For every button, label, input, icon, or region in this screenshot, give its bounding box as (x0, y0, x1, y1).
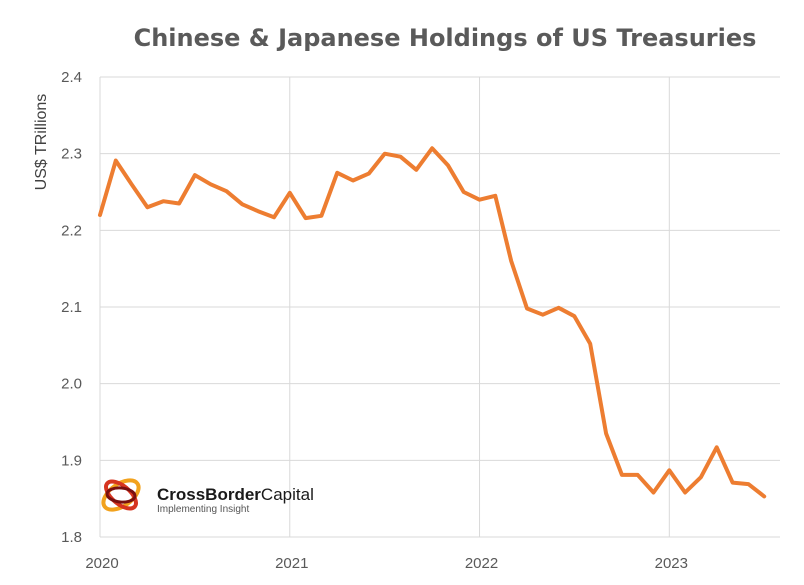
data-point (99, 214, 101, 216)
y-tick-label: 2.3 (61, 146, 82, 163)
data-point (241, 203, 243, 205)
data-point (510, 260, 512, 262)
x-tick-label: 2023 (655, 555, 688, 572)
data-point (763, 495, 765, 497)
data-point (447, 164, 449, 166)
data-point (194, 174, 196, 176)
data-point (463, 191, 465, 193)
data-point (621, 474, 623, 476)
gridlines (99, 76, 780, 538)
x-tick-label: 2021 (275, 555, 308, 572)
y-tick-label: 2.0 (61, 376, 82, 393)
data-point (479, 199, 480, 201)
data-point (415, 169, 417, 171)
data-point (542, 314, 544, 316)
data-point (732, 482, 734, 484)
data-point (178, 203, 180, 204)
data-point (526, 308, 528, 309)
data-point (131, 183, 133, 185)
x-tick-label: 2022 (465, 555, 498, 572)
y-axis-title: US$ TRillions (33, 94, 50, 191)
data-point (305, 217, 307, 219)
data-point (637, 474, 639, 476)
data-point (368, 173, 370, 175)
y-tick-label: 2.2 (61, 222, 82, 239)
y-tick-label: 1.9 (61, 452, 82, 469)
data-point (210, 183, 212, 185)
logo-name: CrossBorderCapital (157, 485, 314, 504)
data-point (494, 195, 496, 197)
data-point (352, 180, 354, 181)
series-line (98, 146, 767, 499)
data-point (336, 172, 338, 174)
data-point (684, 492, 686, 493)
data-point (320, 215, 322, 217)
logo-tagline: Implementing Insight (157, 504, 249, 515)
data-point (226, 190, 227, 192)
data-point (605, 433, 607, 434)
data-point (289, 192, 291, 194)
data-point (653, 492, 654, 493)
data-point (589, 343, 591, 345)
data-point (162, 200, 164, 202)
data-point (400, 156, 401, 158)
y-tick-label: 2.1 (61, 299, 82, 316)
data-point (558, 307, 560, 309)
data-point (115, 160, 117, 162)
logo-swirl-icon (101, 478, 141, 512)
data-point (431, 147, 433, 149)
data-point (716, 446, 718, 448)
data-point (146, 206, 148, 208)
data-point (273, 216, 275, 218)
series-layer (98, 146, 767, 499)
data-point (668, 469, 670, 471)
x-axis-ticks: 2020 2021 2022 2023 (85, 555, 688, 572)
y-tick-label: 2.4 (61, 69, 82, 86)
data-point (747, 483, 749, 485)
y-tick-label: 1.8 (61, 529, 82, 546)
data-point (257, 210, 259, 212)
data-point (573, 315, 575, 317)
x-tick-label: 2020 (85, 555, 118, 572)
data-point (700, 476, 702, 478)
chart-title: Chinese & Japanese Holdings of US Treasu… (134, 24, 757, 52)
data-point (384, 153, 386, 155)
y-axis-ticks: 1.8 1.9 2.0 2.1 2.2 2.3 2.4 (61, 69, 82, 546)
crossborder-capital-logo: CrossBorderCapital Implementing Insight (101, 478, 314, 515)
